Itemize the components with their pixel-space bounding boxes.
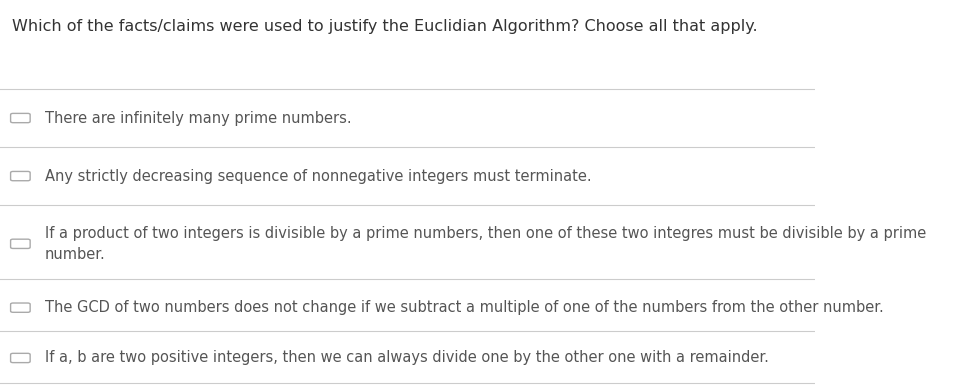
FancyBboxPatch shape: [11, 239, 30, 248]
FancyBboxPatch shape: [11, 113, 30, 123]
FancyBboxPatch shape: [11, 171, 30, 181]
FancyBboxPatch shape: [11, 353, 30, 363]
Text: If a product of two integers is divisible by a prime numbers, then one of these : If a product of two integers is divisibl…: [45, 226, 925, 262]
Text: If a, b are two positive integers, then we can always divide one by the other on: If a, b are two positive integers, then …: [45, 351, 768, 365]
FancyBboxPatch shape: [11, 303, 30, 312]
Text: The GCD of two numbers does not change if we subtract a multiple of one of the n: The GCD of two numbers does not change i…: [45, 300, 883, 315]
Text: Which of the facts/claims were used to justify the Euclidian Algorithm? Choose a: Which of the facts/claims were used to j…: [12, 19, 757, 34]
Text: There are infinitely many prime numbers.: There are infinitely many prime numbers.: [45, 111, 351, 125]
Text: Any strictly decreasing sequence of nonnegative integers must terminate.: Any strictly decreasing sequence of nonn…: [45, 169, 591, 183]
